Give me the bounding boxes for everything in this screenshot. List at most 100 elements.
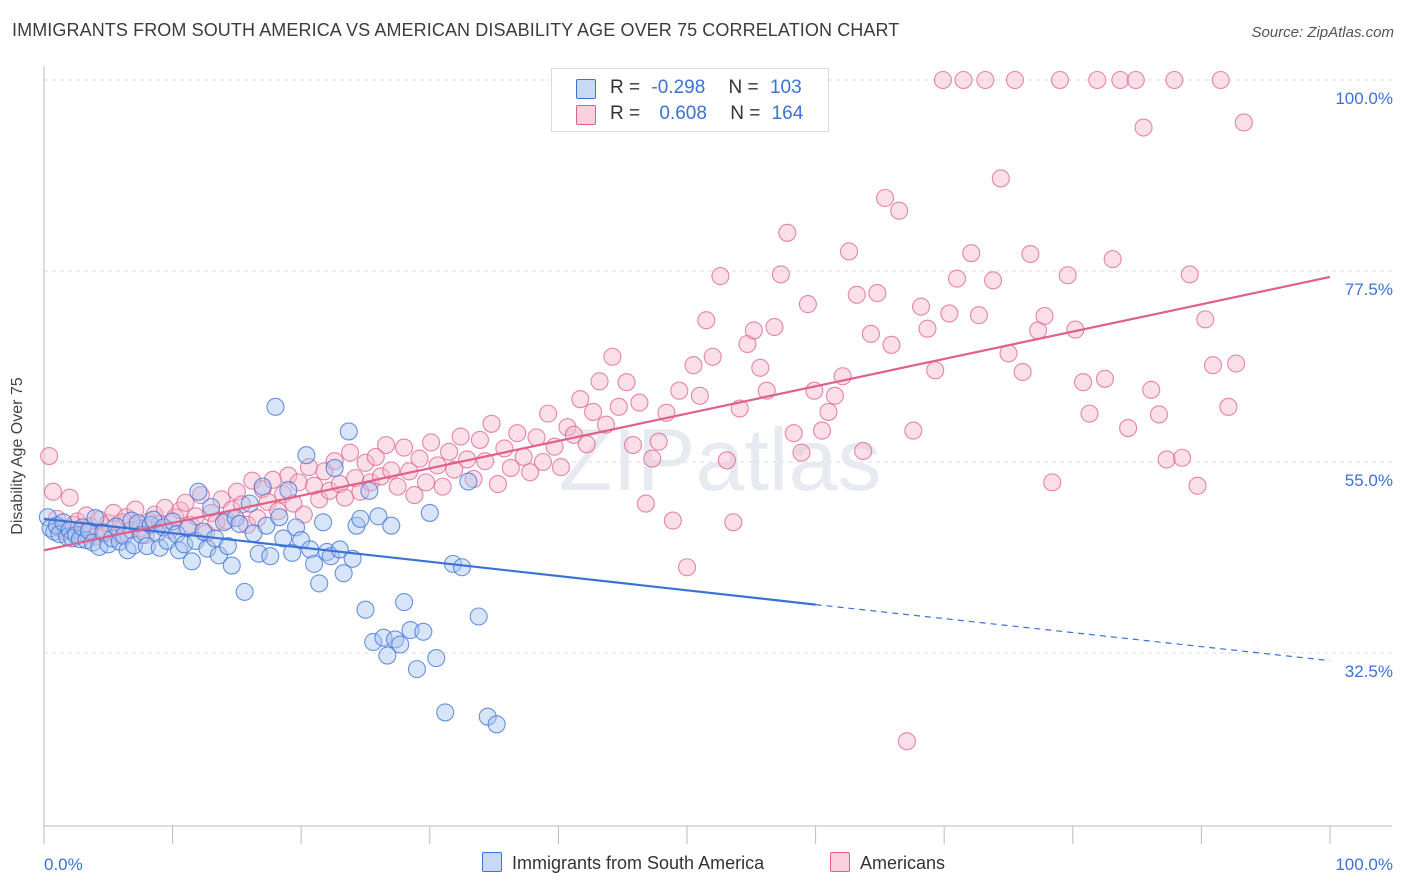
data-point-south-america	[86, 508, 105, 528]
axis-layer	[43, 66, 1392, 844]
data-point-south-america	[356, 600, 375, 619]
data-point-americans	[335, 488, 354, 507]
data-point-americans	[422, 433, 441, 452]
data-point-americans	[356, 453, 375, 472]
data-point-south-america	[369, 507, 388, 526]
data-point-americans	[539, 404, 558, 423]
data-point-south-america	[169, 541, 189, 560]
data-point-south-america	[364, 632, 383, 652]
tick-label-layer: 32.5% 55.0% 77.5% 100.0% 0.0% 100.0%	[44, 89, 1393, 874]
y-tick-label: 32.5%	[1345, 662, 1393, 681]
trend-line-south-america	[43, 517, 816, 606]
trend-line-americans	[43, 275, 1331, 552]
data-point-americans	[1050, 70, 1069, 90]
data-point-south-america	[487, 715, 506, 734]
data-point-south-america	[235, 582, 254, 601]
trend-line-south-america-extension	[815, 604, 1331, 662]
data-point-south-america	[305, 554, 324, 573]
data-point-south-america	[436, 703, 455, 722]
data-point-south-america	[414, 622, 433, 641]
data-point-americans	[825, 386, 844, 405]
data-point-americans	[501, 458, 520, 477]
data-point-americans	[126, 500, 145, 519]
data-point-americans	[325, 452, 344, 471]
data-point-americans	[617, 373, 636, 392]
data-point-americans	[724, 513, 743, 532]
data-point-americans	[1188, 476, 1207, 495]
data-point-south-america	[452, 558, 472, 577]
data-point-americans	[751, 358, 770, 377]
data-point-south-america	[391, 635, 410, 654]
data-point-americans	[623, 435, 643, 455]
data-point-americans	[1180, 265, 1199, 284]
data-point-americans	[717, 451, 736, 470]
chart-title: IMMIGRANTS FROM SOUTH AMERICA VS AMERICA…	[12, 20, 900, 40]
data-point-americans	[670, 381, 689, 400]
data-point-americans	[912, 297, 931, 316]
data-point-south-america	[150, 538, 169, 557]
data-point-americans	[269, 502, 288, 521]
data-point-americans	[603, 347, 622, 366]
data-point-americans	[991, 169, 1010, 188]
data-point-americans	[1103, 250, 1122, 269]
data-point-south-america	[283, 543, 302, 562]
data-point-south-america	[310, 574, 329, 593]
data-point-americans	[765, 317, 784, 337]
data-point-south-america	[374, 628, 393, 647]
data-point-americans	[1134, 118, 1153, 137]
bottom-legend-label-pink: Americans	[860, 853, 946, 873]
data-point-americans	[904, 421, 923, 440]
data-point-americans	[464, 469, 483, 489]
data-point-americans	[744, 321, 763, 340]
data-point-americans	[882, 335, 901, 354]
data-point-south-america	[182, 552, 201, 571]
data-point-americans	[784, 424, 803, 443]
data-point-americans	[508, 424, 527, 443]
data-point-americans	[1074, 373, 1093, 392]
data-point-americans	[854, 441, 873, 461]
data-point-south-america	[261, 547, 280, 566]
data-point-south-america	[249, 544, 268, 563]
data-point-americans	[577, 435, 596, 454]
x-tick-label-right: 100.0%	[1335, 855, 1393, 874]
data-point-south-america	[257, 516, 276, 535]
data-point-south-america	[314, 513, 333, 532]
data-point-americans	[1058, 266, 1077, 285]
data-point-americans	[1126, 70, 1145, 90]
data-point-americans	[521, 463, 540, 482]
chart-source: Source: ZipAtlas.com	[1251, 24, 1394, 41]
bottom-legend-swatch-blue	[482, 852, 502, 872]
data-point-americans	[962, 244, 981, 263]
data-point-americans	[1173, 448, 1192, 467]
bottom-legend-swatch-pink	[830, 852, 850, 872]
data-point-americans	[711, 267, 730, 286]
data-point-americans	[969, 306, 988, 325]
data-point-south-america	[420, 503, 439, 522]
data-point-americans	[847, 285, 866, 304]
data-point-americans	[609, 397, 628, 416]
data-point-americans	[558, 418, 577, 437]
data-point-south-america	[230, 514, 249, 534]
data-point-south-america	[218, 536, 237, 556]
data-point-americans	[690, 386, 709, 405]
data-point-americans	[341, 443, 360, 462]
data-point-americans	[798, 295, 817, 314]
data-point-americans	[1035, 306, 1054, 326]
trend-layer	[43, 275, 1331, 662]
legend-swatch-pink	[576, 105, 596, 125]
data-point-americans	[976, 70, 995, 90]
data-point-americans	[630, 393, 649, 412]
data-point-americans	[1196, 310, 1215, 329]
data-point-americans	[812, 421, 832, 440]
data-point-americans	[643, 449, 662, 468]
data-point-south-america	[339, 422, 358, 441]
y-tick-label: 100.0%	[1335, 89, 1393, 108]
data-point-americans	[918, 319, 937, 338]
data-point-americans	[284, 494, 303, 513]
data-point-south-america	[214, 513, 234, 532]
data-point-americans	[861, 324, 880, 343]
data-point-americans	[470, 430, 490, 449]
data-point-south-america	[469, 607, 488, 626]
data-point-americans	[778, 223, 797, 242]
data-point-americans	[663, 511, 682, 530]
